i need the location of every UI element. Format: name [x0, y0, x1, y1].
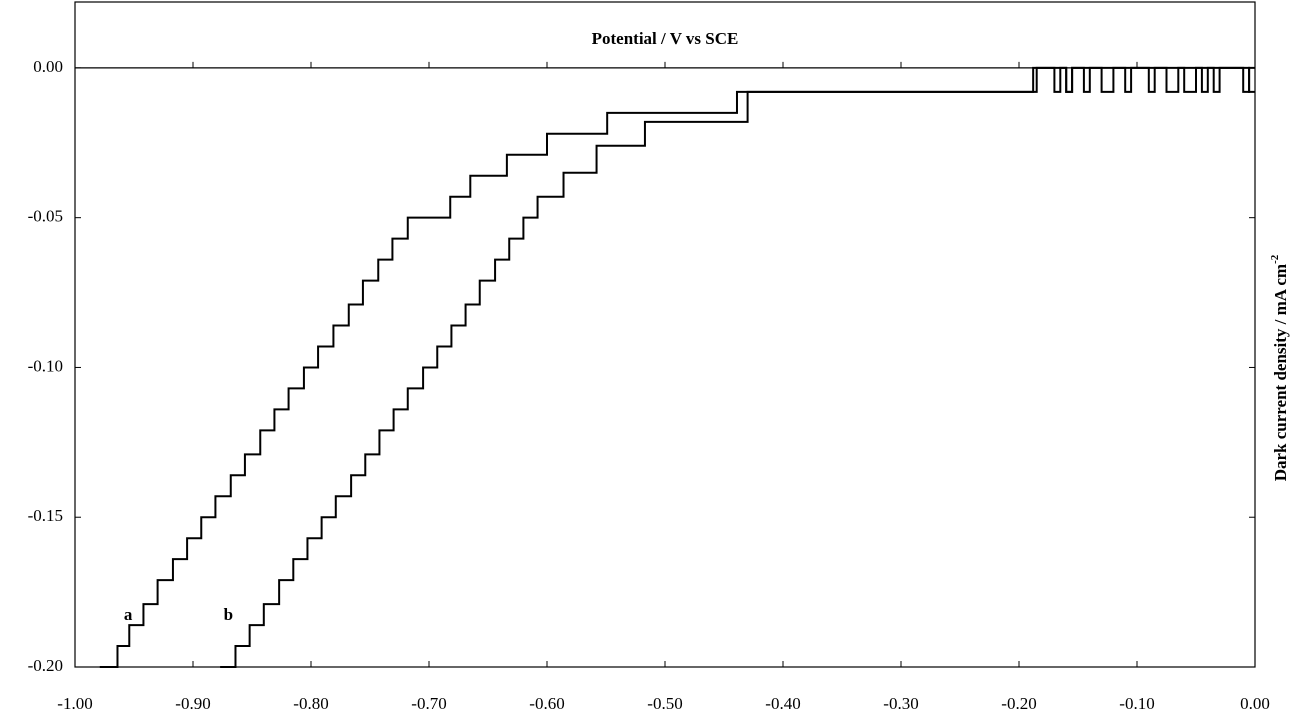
x-tick-label: -0.40: [765, 694, 800, 713]
y-axis-title-text: Dark current density / mA cm: [1271, 264, 1290, 481]
x-tick-label: -0.70: [411, 694, 446, 713]
plot-frame: [74, 1, 1256, 668]
x-tick-label: -0.50: [647, 694, 682, 713]
y-tick-label: -0.05: [28, 207, 63, 226]
annotation: b: [224, 605, 233, 624]
x-tick-label: -1.00: [57, 694, 92, 713]
x-tick-label: -0.10: [1119, 694, 1154, 713]
y-tick-label: -0.15: [28, 506, 63, 525]
x-tick-label: -0.30: [883, 694, 918, 713]
x-tick-label: -0.90: [175, 694, 210, 713]
x-tick-label: 0.00: [1240, 694, 1270, 713]
x-tick-label: -0.80: [293, 694, 328, 713]
series-line: [99, 66, 1255, 668]
x-tick-label: -0.60: [529, 694, 564, 713]
y-axis-title: Dark current density / mA cm-2: [1269, 254, 1290, 481]
x-tick-label: -0.20: [1001, 694, 1036, 713]
y-tick-label: 0.00: [33, 57, 63, 76]
y-tick-label: -0.20: [28, 656, 63, 675]
series-line: [220, 66, 1255, 668]
y-axis-title-sup: -2: [1269, 254, 1281, 264]
x-axis-title: Potential / V vs SCE: [592, 29, 739, 48]
y-tick-label: -0.10: [28, 356, 63, 375]
annotation: a: [124, 605, 133, 624]
